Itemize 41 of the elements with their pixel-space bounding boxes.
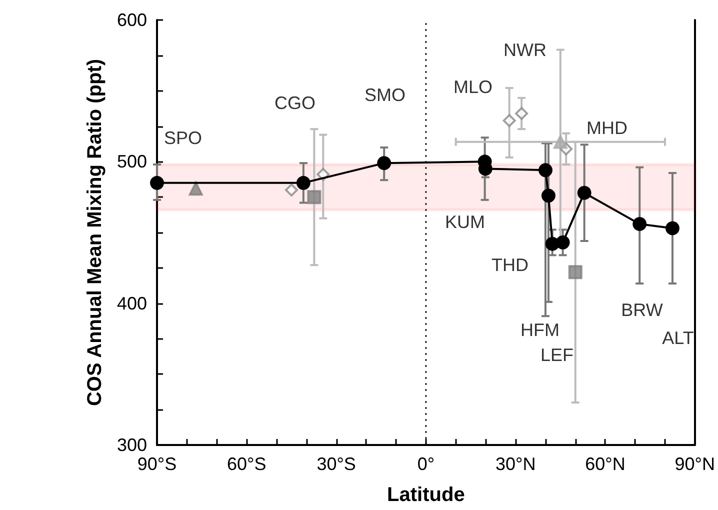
point	[284, 184, 298, 196]
annotation: ALT	[662, 328, 694, 348]
y-tick-label: 300	[116, 435, 147, 455]
x-axis-title: Latitude	[387, 484, 465, 506]
y-tick-label: 600	[116, 10, 147, 30]
annotation: NWR	[504, 40, 546, 60]
annotation: THD	[492, 255, 528, 275]
point	[502, 114, 516, 128]
point	[307, 190, 322, 204]
point	[577, 186, 592, 200]
point	[150, 176, 164, 190]
x-tick-label: 90°N	[674, 454, 715, 474]
annotation: LEF	[540, 345, 574, 365]
x-tick-label: 60°N	[585, 454, 626, 474]
point	[568, 265, 582, 280]
point	[541, 188, 556, 203]
annotation: KUM	[445, 212, 485, 232]
x-tick-label: 60°S	[227, 454, 266, 474]
annotation: MHD	[586, 118, 628, 138]
point	[188, 182, 203, 196]
point	[632, 217, 647, 231]
y-axis-title: COS Annual Mean Mixing Ratio (ppt)	[84, 58, 106, 406]
point	[538, 163, 552, 178]
point	[515, 107, 528, 120]
annotation: MLO	[453, 77, 493, 97]
y-tick-label: 400	[116, 293, 147, 314]
annotation: BRW	[621, 300, 663, 320]
point	[556, 235, 570, 250]
x-tick-label: 0°	[417, 454, 435, 474]
annotation: HFM	[520, 320, 560, 340]
y-tick-label: 500	[116, 152, 147, 172]
point	[665, 221, 680, 236]
annotation: CGO	[274, 93, 316, 113]
point	[377, 156, 392, 170]
point	[553, 134, 568, 149]
x-tick-label: 30°S	[316, 454, 356, 474]
x-tick-label: 90°S	[137, 454, 177, 474]
annotation: SPO	[164, 128, 202, 148]
annotation: SMO	[364, 85, 406, 105]
point	[296, 176, 310, 190]
x-tick-label: 30°N	[495, 454, 536, 474]
